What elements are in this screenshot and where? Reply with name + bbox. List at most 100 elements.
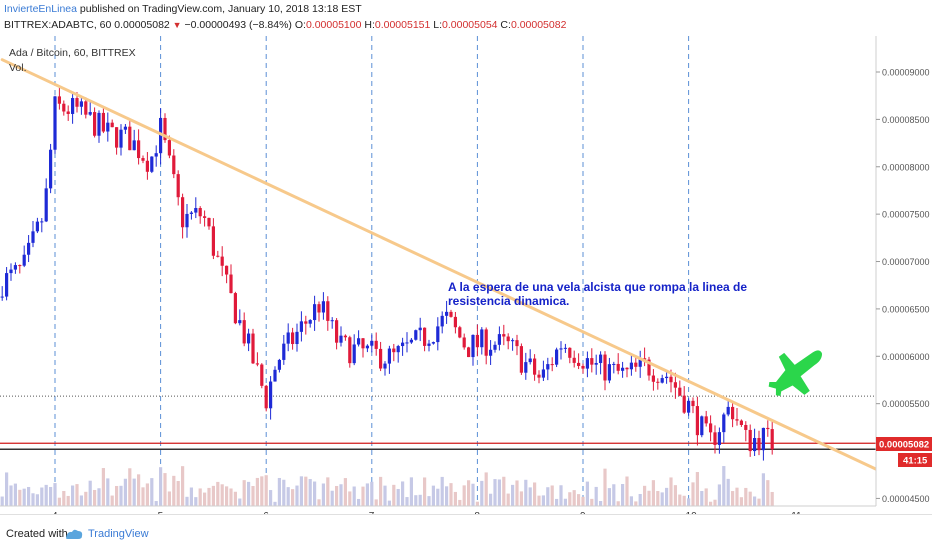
candle-body — [599, 354, 603, 364]
candle-body — [704, 416, 708, 424]
volume-bar — [607, 488, 611, 506]
candle-body — [682, 395, 686, 413]
price-tick-label: 0.00007000 — [882, 257, 930, 267]
candle-body — [537, 374, 541, 378]
candle-body — [502, 334, 506, 337]
candle-body — [563, 347, 567, 349]
candle-body — [660, 378, 664, 383]
volume-bar — [585, 481, 589, 506]
candle-body — [357, 338, 361, 345]
volume-bar — [748, 491, 752, 506]
volume-bar — [599, 501, 603, 506]
volume-bar — [766, 480, 770, 506]
volume-bar — [537, 495, 541, 506]
candle-body — [335, 320, 339, 343]
volume-bar — [255, 477, 259, 506]
volume-bar — [286, 487, 290, 506]
volume-bar — [247, 481, 251, 506]
volume-bar — [35, 494, 39, 506]
volume-bar — [313, 481, 317, 506]
candle-body — [330, 320, 334, 322]
volume-bar — [233, 491, 237, 506]
candle-body — [629, 362, 633, 370]
price-axis[interactable] — [876, 36, 932, 514]
volume-bar — [423, 477, 427, 506]
candle-body — [480, 329, 484, 348]
volume-bar — [242, 480, 246, 506]
volume-bar — [5, 472, 9, 506]
candle-body — [123, 126, 127, 130]
candle-body — [5, 273, 9, 297]
annotation-text: A la espera de una vela alcista que romp… — [448, 280, 748, 308]
candle-body — [71, 98, 75, 114]
volume-bar — [260, 476, 264, 506]
candle-body — [273, 369, 277, 382]
footer-bar: Created with TradingView — [0, 514, 932, 551]
candle-body — [656, 381, 660, 383]
tradingview-link[interactable]: TradingView — [88, 528, 149, 540]
candle-body — [665, 376, 669, 379]
volume-bar — [203, 492, 207, 506]
volume-bar — [568, 492, 572, 506]
candle-body — [436, 326, 440, 343]
candle-body — [453, 316, 457, 328]
candle-body — [31, 231, 35, 243]
volume-bar — [506, 493, 510, 506]
volume-bar — [427, 496, 431, 506]
time-tick-label: 9 — [580, 511, 586, 514]
volume-bar — [577, 494, 581, 506]
candle-body — [211, 226, 215, 256]
volume-bar — [295, 485, 299, 506]
trendline[interactable] — [0, 58, 886, 475]
time-tick-label: 8 — [474, 511, 480, 514]
volume-bar — [414, 495, 418, 506]
open-value: 0.00005100 — [305, 19, 362, 31]
author-link[interactable]: InvierteEnLinea — [4, 3, 77, 15]
volume-bar — [128, 468, 132, 506]
volume-bar — [647, 490, 651, 506]
last-price-value: 0.00005082 — [879, 440, 929, 451]
volume-bar — [189, 487, 193, 506]
volume-bar — [0, 496, 4, 506]
volume-bar — [480, 480, 484, 506]
volume-bar — [181, 466, 185, 506]
candle-body — [458, 327, 462, 338]
volume-bar — [515, 480, 519, 506]
volume-bar — [163, 473, 167, 506]
volume-bar — [603, 468, 607, 506]
volume-bar — [634, 501, 638, 506]
candle-body — [533, 358, 537, 375]
candle-body — [766, 427, 770, 430]
candle-body — [475, 334, 479, 348]
volume-bar — [18, 489, 22, 506]
candle-body — [761, 427, 765, 451]
time-tick-label: 6 — [263, 511, 269, 514]
candle-body — [101, 112, 105, 132]
volume-bar — [53, 483, 57, 506]
candle-body — [695, 406, 699, 436]
candle-body — [550, 364, 554, 366]
candle-body — [497, 334, 501, 345]
volume-bar — [440, 476, 444, 506]
candle-body — [753, 438, 757, 452]
candle-body — [585, 358, 589, 369]
candle-body — [568, 347, 572, 358]
candle-body — [471, 334, 475, 358]
volume-bar — [436, 488, 440, 506]
candle-body — [75, 98, 79, 107]
volume-bar — [678, 494, 682, 506]
chart-header: InvierteEnLinea published on TradingView… — [0, 0, 932, 36]
candle-body — [713, 432, 717, 445]
candle-body — [379, 348, 383, 369]
candle-body — [97, 112, 101, 136]
volume-bar — [123, 478, 127, 506]
volume-bar — [119, 485, 123, 506]
volume-bar — [308, 479, 312, 506]
price-chart[interactable]: Ada / Bitcoin, 60, BITTREX Vol. A la esp… — [0, 36, 932, 514]
annotation-box[interactable]: A la espera de una vela alcista que romp… — [448, 280, 768, 320]
volume-bar — [137, 474, 141, 506]
candle-body — [53, 96, 57, 150]
volume-bar — [207, 487, 211, 506]
candle-body — [440, 315, 444, 327]
volume-bar — [629, 496, 633, 506]
